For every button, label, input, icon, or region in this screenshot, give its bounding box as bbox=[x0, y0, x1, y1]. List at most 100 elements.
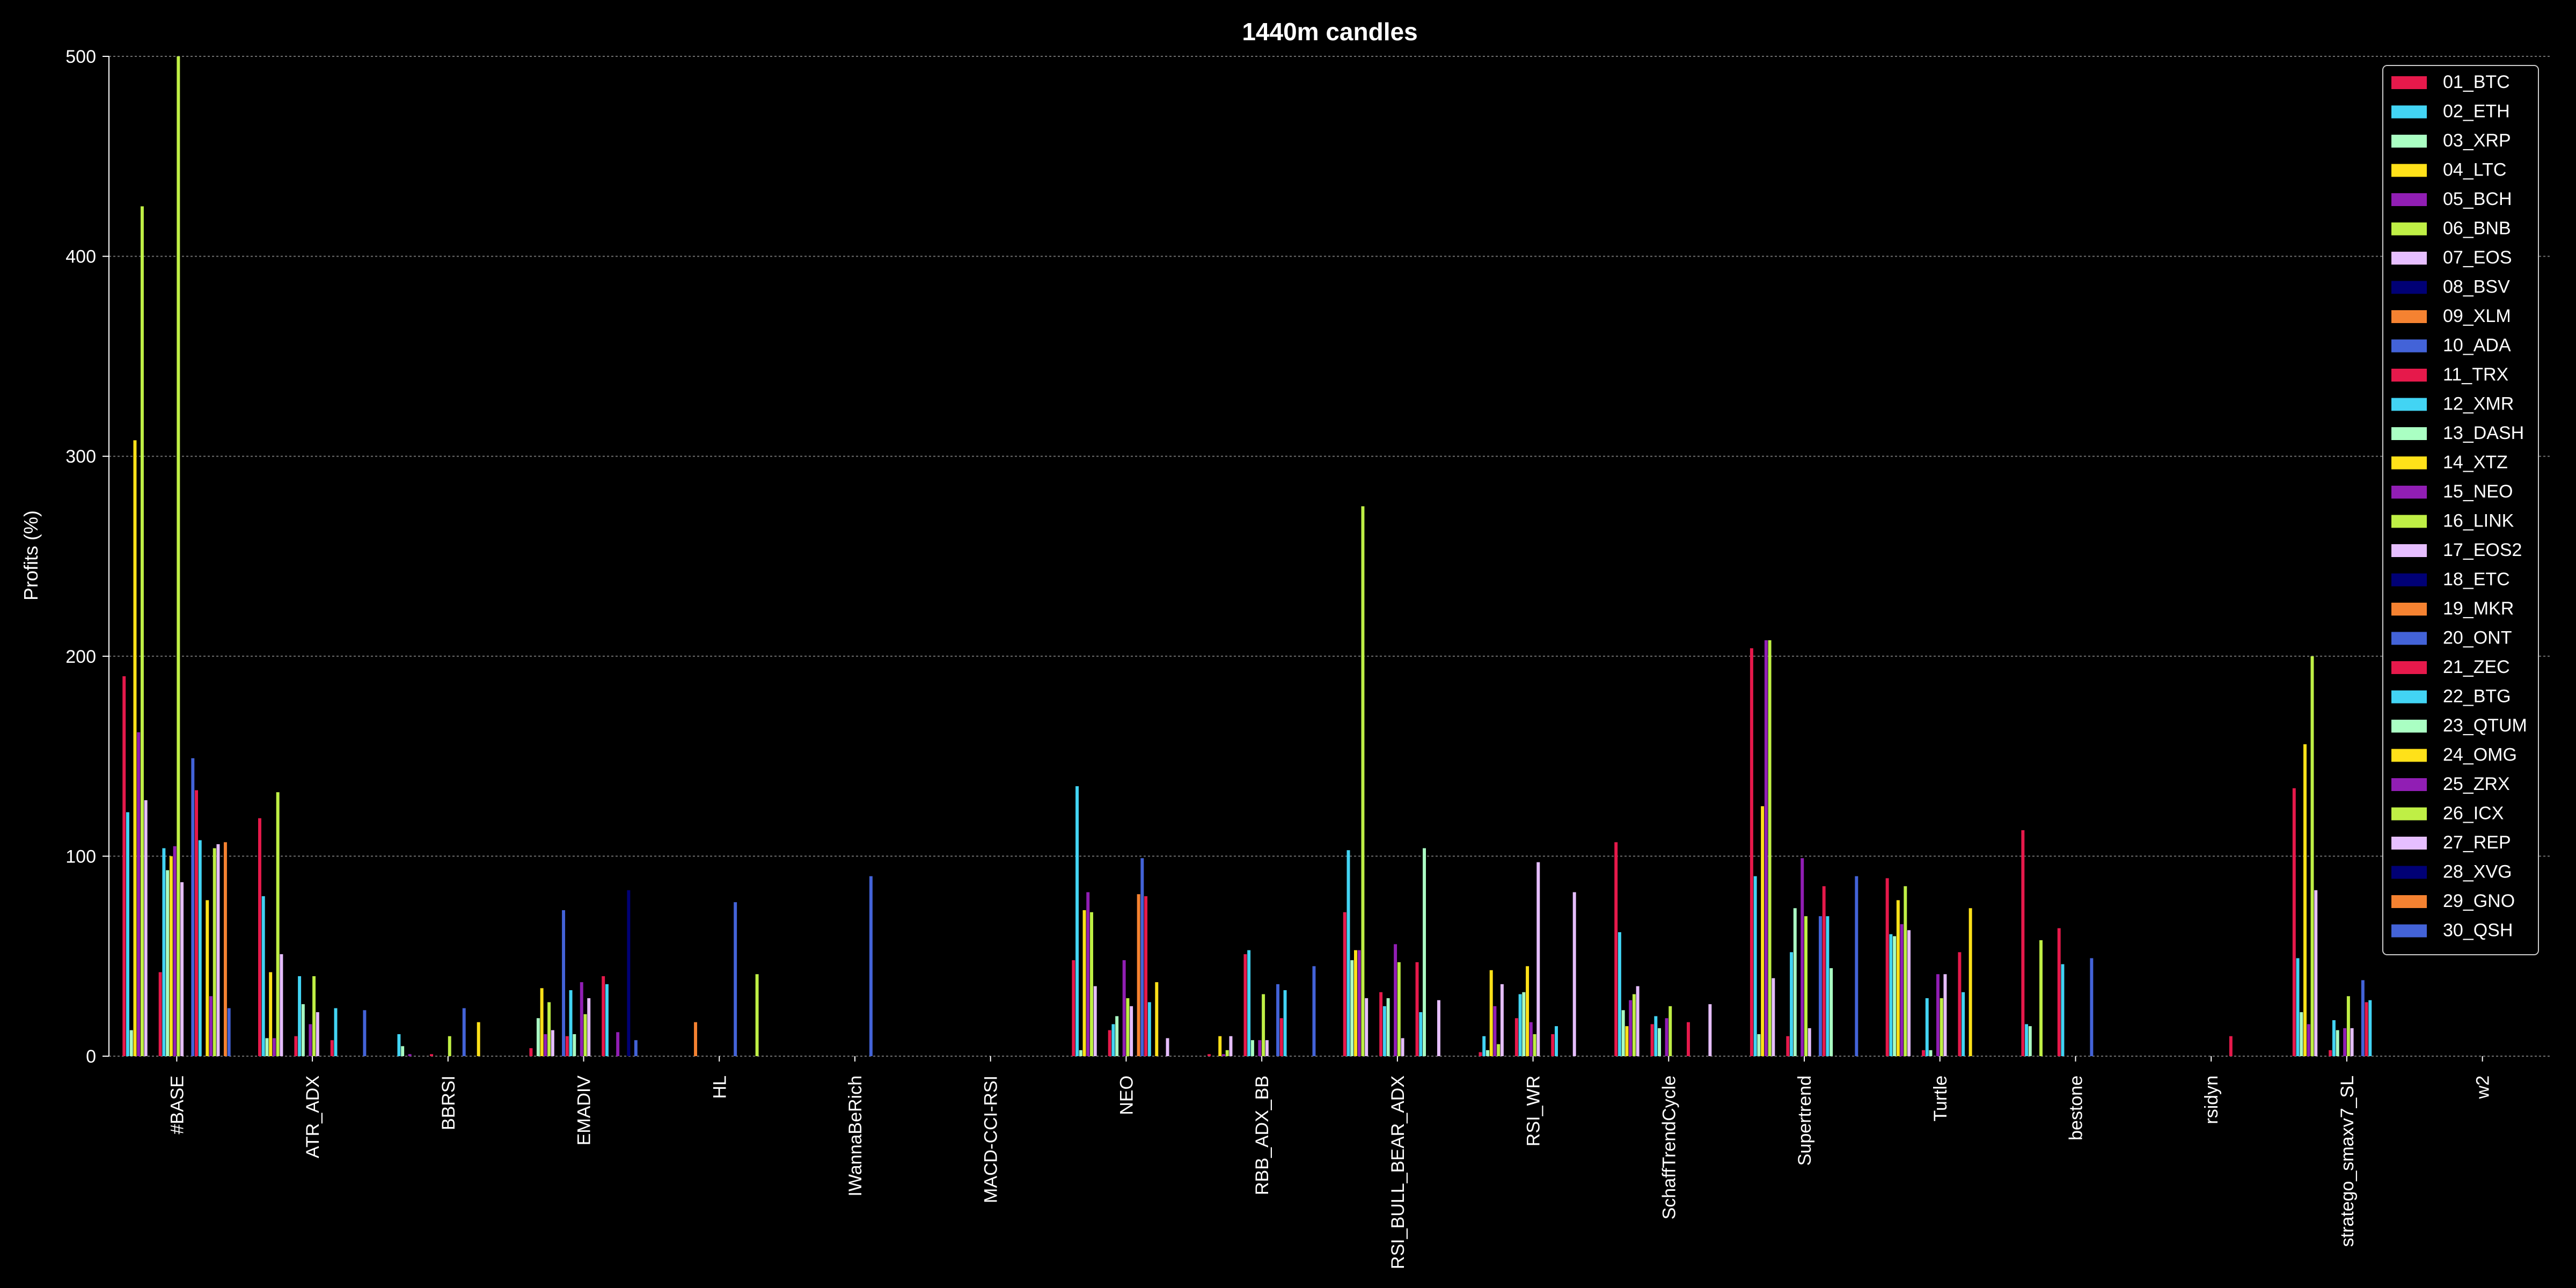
bar-26_ICX-HL bbox=[755, 974, 759, 1056]
bar-07_EOS-RBB_ADX_BB bbox=[1229, 1036, 1233, 1056]
bar-05_BCH-SchaffTrendCycle bbox=[1629, 1000, 1633, 1056]
legend-swatch bbox=[2391, 310, 2427, 323]
bar-03_XRP-Supertrend bbox=[1757, 1034, 1761, 1056]
bar-30_QSH-#BASE bbox=[227, 1008, 231, 1056]
legend-swatch bbox=[2391, 749, 2427, 762]
bar-21_ZEC-RSI_WR bbox=[1551, 1034, 1555, 1056]
legend-label: 10_ADA bbox=[2443, 335, 2511, 356]
bar-05_BCH-RBB_ADX_BB bbox=[1222, 1054, 1225, 1056]
bar-01_BTC-Supertrend bbox=[1750, 648, 1753, 1056]
bar-11_TRX-stratego_smaxv7_SL bbox=[2329, 1050, 2332, 1056]
bar-12_XMR-bestone bbox=[2061, 964, 2065, 1056]
bar-04_LTC-RSI_BULL_BEAR_ADX bbox=[1353, 950, 1357, 1056]
bar-16_LINK-SchaffTrendCycle bbox=[1668, 1006, 1672, 1056]
y-tick-label: 400 bbox=[65, 247, 96, 267]
bar-06_BNB-Supertrend bbox=[1768, 640, 1772, 1056]
x-tick-label: #BASE bbox=[167, 1075, 187, 1135]
legend-label: 22_BTG bbox=[2443, 686, 2511, 707]
bar-02_ETH-BBRSI bbox=[397, 1034, 401, 1056]
bar-05_BCH-#BASE bbox=[137, 732, 141, 1056]
legend-label: 05_BCH bbox=[2443, 189, 2512, 209]
bar-01_BTC-stratego_smaxv7_SL bbox=[2292, 788, 2296, 1056]
bar-13_DASH-RBB_ADX_BB bbox=[1250, 1040, 1254, 1056]
bar-12_XMR-RSI_BULL_BEAR_ADX bbox=[1382, 1006, 1386, 1056]
x-tick-label: rsidyn bbox=[2201, 1075, 2222, 1124]
y-axis-label: Profits (%) bbox=[20, 510, 42, 601]
legend-label: 09_XLM bbox=[2443, 306, 2511, 326]
bar-06_BNB-EMADIV bbox=[547, 1002, 551, 1056]
legend-swatch bbox=[2391, 573, 2427, 587]
bar-17_EOS2-RSI_BULL_BEAR_ADX bbox=[1401, 1038, 1404, 1056]
legend-label: 03_XRP bbox=[2443, 130, 2511, 151]
bar-07_EOS-#BASE bbox=[144, 800, 148, 1056]
bar-15_NEO-EMADIV bbox=[580, 982, 583, 1056]
legend-swatch bbox=[2391, 720, 2427, 733]
y-tick-label: 0 bbox=[86, 1046, 96, 1067]
bar-01_BTC-RSI_WR bbox=[1479, 1052, 1482, 1056]
x-tick-label: NEO bbox=[1116, 1075, 1137, 1115]
legend-label: 13_DASH bbox=[2443, 423, 2524, 443]
bar-04_LTC-RBB_ADX_BB bbox=[1218, 1036, 1222, 1056]
bar-16_LINK-Turtle bbox=[1940, 998, 1943, 1056]
bar-11_TRX-RSI_BULL_BEAR_ADX bbox=[1379, 992, 1383, 1056]
bar-03_XRP-SchaffTrendCycle bbox=[1621, 1010, 1625, 1056]
bar-16_LINK-RBB_ADX_BB bbox=[1262, 994, 1265, 1056]
legend-label: 12_XMR bbox=[2443, 394, 2514, 414]
bar-17_EOS2-#BASE bbox=[180, 882, 184, 1056]
bar-07_EOS-Supertrend bbox=[1772, 978, 1775, 1056]
bar-27_REP-#BASE bbox=[216, 844, 220, 1056]
bar-06_BNB-RSI_WR bbox=[1497, 1044, 1501, 1056]
bar-13_DASH-Turtle bbox=[1929, 1050, 1933, 1056]
bar-06_BNB-stratego_smaxv7_SL bbox=[2310, 656, 2314, 1056]
axes-layer: 0 100 200 300 400 500 #BASE ATR_ADX BBRSI EMADIV H… bbox=[65, 47, 2493, 1269]
legend-label: 02_ETH bbox=[2443, 101, 2510, 122]
legend-label: 19_MKR bbox=[2443, 598, 2514, 619]
bar-07_EOS-NEO bbox=[1093, 986, 1097, 1056]
bar-03_XRP-stratego_smaxv7_SL bbox=[2300, 1012, 2303, 1056]
bar-29_GNO-#BASE bbox=[223, 842, 227, 1056]
legend-swatch bbox=[2391, 924, 2427, 938]
legend-label: 30_QSH bbox=[2443, 920, 2513, 941]
bar-11_TRX-Turtle bbox=[1922, 1050, 1925, 1056]
legend-label: 04_LTC bbox=[2443, 160, 2506, 180]
bar-02_ETH-SchaffTrendCycle bbox=[1618, 932, 1621, 1056]
bar-21_ZEC-Turtle bbox=[1958, 952, 1962, 1056]
legend-label: 21_ZEC bbox=[2443, 657, 2510, 677]
bar-23_QTUM-Supertrend bbox=[1829, 968, 1833, 1056]
bar-21_ZEC-ATR_ADX bbox=[330, 1040, 334, 1056]
x-tick-label: w2 bbox=[2473, 1075, 2493, 1099]
bar-11_TRX-BBRSI bbox=[430, 1054, 434, 1056]
bar-15_NEO-ATR_ADX bbox=[309, 1024, 312, 1056]
legend-swatch bbox=[2391, 456, 2427, 470]
bar-22_BTG-RSI_WR bbox=[1555, 1026, 1558, 1056]
y-tick-label: 200 bbox=[65, 647, 96, 667]
bar-02_ETH-Turtle bbox=[1889, 934, 1893, 1056]
bar-22_BTG-ATR_ADX bbox=[334, 1008, 338, 1056]
legend-swatch bbox=[2391, 222, 2427, 236]
legend-label: 08_BSV bbox=[2443, 277, 2510, 297]
bar-11_TRX-Supertrend bbox=[1786, 1036, 1790, 1056]
bar-17_EOS2-EMADIV bbox=[587, 998, 591, 1056]
bar-20_ONT-NEO bbox=[1140, 858, 1144, 1056]
bar-11_TRX-#BASE bbox=[158, 972, 162, 1056]
bar-17_EOS2-RBB_ADX_BB bbox=[1265, 1040, 1269, 1056]
bar-24_OMG-BBRSI bbox=[477, 1022, 480, 1056]
legend-label: 16_LINK bbox=[2443, 511, 2514, 531]
bar-01_BTC-RBB_ADX_BB bbox=[1208, 1054, 1211, 1056]
bar-15_NEO-Turtle bbox=[1936, 974, 1940, 1056]
bar-04_LTC-EMADIV bbox=[540, 988, 544, 1056]
x-tick-label: ATR_ADX bbox=[303, 1075, 323, 1158]
x-tick-label: EMADIV bbox=[574, 1075, 595, 1146]
bar-16_LINK-RSI_WR bbox=[1533, 1034, 1536, 1056]
bar-03_XRP-RSI_WR bbox=[1485, 1050, 1489, 1056]
legend-swatch bbox=[2391, 515, 2427, 528]
bar-24_OMG-#BASE bbox=[206, 900, 209, 1056]
legend-swatch bbox=[2391, 369, 2427, 382]
legend-label: 20_ONT bbox=[2443, 628, 2512, 648]
bar-05_BCH-RSI_WR bbox=[1493, 1006, 1497, 1056]
y-tick-label: 500 bbox=[65, 47, 96, 67]
legend-label: 15_NEO bbox=[2443, 481, 2513, 502]
bar-11_TRX-bestone bbox=[2057, 928, 2061, 1056]
legend-swatch bbox=[2391, 603, 2427, 616]
bar-04_LTC-Supertrend bbox=[1761, 806, 1765, 1056]
